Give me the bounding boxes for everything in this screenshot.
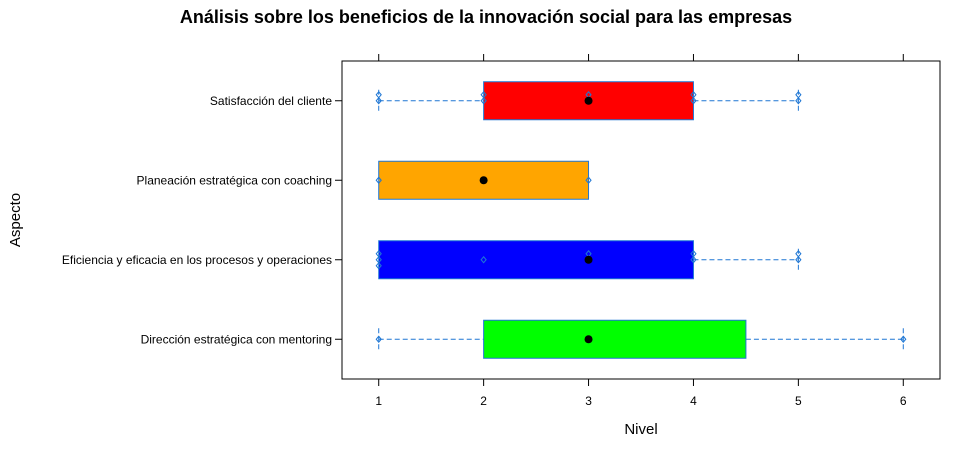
data-point [795,90,802,99]
data-point [900,335,907,344]
x-tick-label: 2 [480,394,487,408]
category-label: Satisfacción del cliente [210,94,332,108]
x-axis-label: Nivel [624,421,657,438]
median-marker [584,335,593,344]
median-marker [479,176,488,185]
data-point [690,90,697,99]
x-axis: 1 2 3 4 5 6 [375,54,907,408]
category-label: Eficiencia y eficacia en los procesos y … [62,253,332,267]
data-point [585,176,592,185]
category-labels: Dirección estratégica con mentoring Efici… [62,94,342,346]
chart-title: Análisis sobre los beneficios de la inno… [180,7,792,27]
boxes [375,81,907,359]
median-marker [584,255,593,264]
data-point [795,249,802,258]
x-tick-label: 4 [690,394,697,408]
data-point [795,255,802,264]
data-point [480,90,487,99]
data-point [690,249,697,258]
data-point [375,90,382,99]
box-3 [375,160,592,200]
data-point [375,335,382,344]
median-marker [584,96,593,105]
data-point [690,96,697,105]
box-iqr [378,240,694,280]
x-tick-label: 1 [375,394,382,408]
data-point [375,176,382,185]
x-tick-label: 6 [900,394,907,408]
data-point [690,255,697,264]
box-1 [375,319,907,359]
box-iqr [483,319,747,359]
data-point [480,255,487,264]
category-label: Planeación estratégica con coaching [137,173,332,187]
data-point [795,96,802,105]
data-point [375,96,382,105]
data-point [480,96,487,105]
y-axis-label: Aspecto [7,193,24,247]
data-point [375,261,382,270]
x-tick-label: 5 [795,394,802,408]
data-point [375,249,382,258]
plot-frame [341,60,941,380]
box-4 [375,81,802,121]
x-tick-label: 3 [585,394,592,408]
category-label: Dirección estratégica con mentoring [141,332,332,346]
box-2 [375,240,802,280]
